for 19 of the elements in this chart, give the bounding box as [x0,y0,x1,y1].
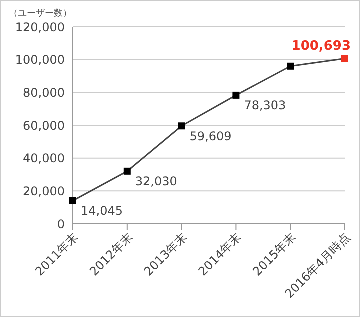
data-label: 14,045 [81,204,123,218]
data-label: 32,030 [135,174,178,189]
y-tick-label: 60,000 [23,118,65,133]
y-tick-label: 0 [57,217,65,232]
y-axis-title: （ユーザー数） [9,8,72,20]
y-tick-label: 40,000 [23,152,65,166]
y-tick-label: 80,000 [23,86,65,100]
y-tick-label: 20,000 [23,184,65,198]
data-label: 100,693 [292,39,351,54]
data-label: 59,609 [190,129,232,144]
data-label: 78,303 [244,98,286,113]
point [232,92,240,99]
point [124,168,131,175]
y-tick-label: 120,000 [15,20,65,34]
y-tick-label: 100,000 [15,53,65,68]
point [70,197,76,204]
point [178,122,186,130]
point [287,62,294,70]
point [342,55,348,62]
